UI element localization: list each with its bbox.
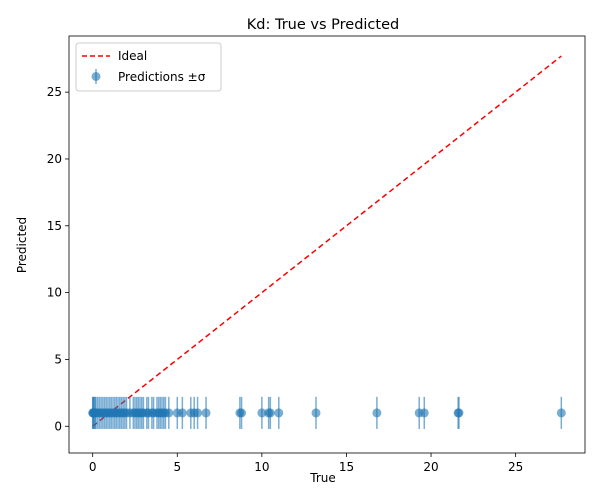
- prediction-point: [201, 408, 211, 418]
- prediction-point: [372, 408, 382, 418]
- prediction-point: [257, 408, 267, 418]
- x-axis-label: True: [309, 471, 336, 485]
- y-tick-label: 15: [47, 219, 62, 233]
- prediction-point: [454, 408, 464, 418]
- y-tick-label: 10: [47, 286, 62, 300]
- legend-predictions-label: Predictions ±σ: [118, 70, 206, 84]
- y-tick-label: 0: [54, 419, 62, 433]
- prediction-point: [556, 408, 566, 418]
- prediction-point: [193, 408, 203, 418]
- ideal-line: [92, 55, 562, 427]
- legend-predictions-marker: [91, 72, 101, 81]
- prediction-point: [237, 408, 247, 418]
- x-tick-label: 20: [423, 460, 438, 474]
- prediction-point: [311, 408, 321, 418]
- x-tick-label: 0: [89, 460, 97, 474]
- y-tick-label: 5: [54, 352, 62, 366]
- legend-box: [75, 42, 222, 92]
- prediction-point: [177, 408, 187, 418]
- x-tick-label: 25: [508, 460, 523, 474]
- y-axis-label: Predicted: [15, 217, 29, 273]
- y-tick-label: 20: [47, 152, 62, 166]
- chart-title: Kd: True vs Predicted: [247, 17, 399, 33]
- data-layer: [88, 55, 566, 429]
- y-tick-label: 25: [47, 85, 62, 99]
- plot-frame: [68, 35, 586, 454]
- legend: Ideal Predictions ±σ: [75, 42, 222, 92]
- prediction-point: [419, 408, 429, 418]
- prediction-point: [164, 408, 174, 418]
- x-axis: 0 5 10 15 20 25: [89, 453, 523, 474]
- prediction-point: [274, 408, 284, 418]
- prediction-point: [265, 408, 275, 418]
- x-tick-label: 5: [173, 460, 181, 474]
- x-tick-label: 10: [254, 460, 269, 474]
- x-tick-label: 15: [339, 460, 354, 474]
- y-axis: 0 5 10 15 20 25: [47, 85, 69, 433]
- legend-ideal-label: Ideal: [118, 49, 147, 63]
